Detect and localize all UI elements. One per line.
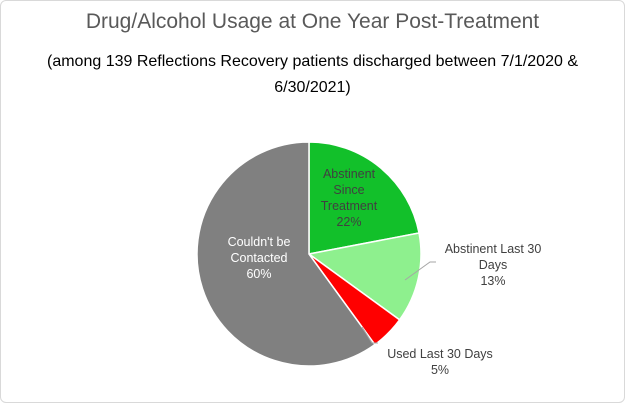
pie-slice-1: [307, 232, 422, 321]
leader-line-2: [361, 326, 378, 344]
slice-label-0: Abstinent Since Treatment 22%: [321, 167, 378, 229]
pie-slice-3: [196, 141, 376, 367]
slice-label-3: Couldn't be Contacted 60%: [228, 235, 291, 281]
chart-subtitle: (among 139 Reflections Recovery patients…: [47, 53, 578, 96]
slice-label-1: Abstinent Last 30 Days 13%: [445, 242, 542, 288]
pie-slice-0: [308, 141, 420, 255]
slice-label-2: Used Last 30 Days 5%: [387, 347, 493, 377]
leader-line-1: [404, 261, 436, 281]
chart-title: Drug/Alcohol Usage at One Year Post-Trea…: [85, 10, 540, 33]
